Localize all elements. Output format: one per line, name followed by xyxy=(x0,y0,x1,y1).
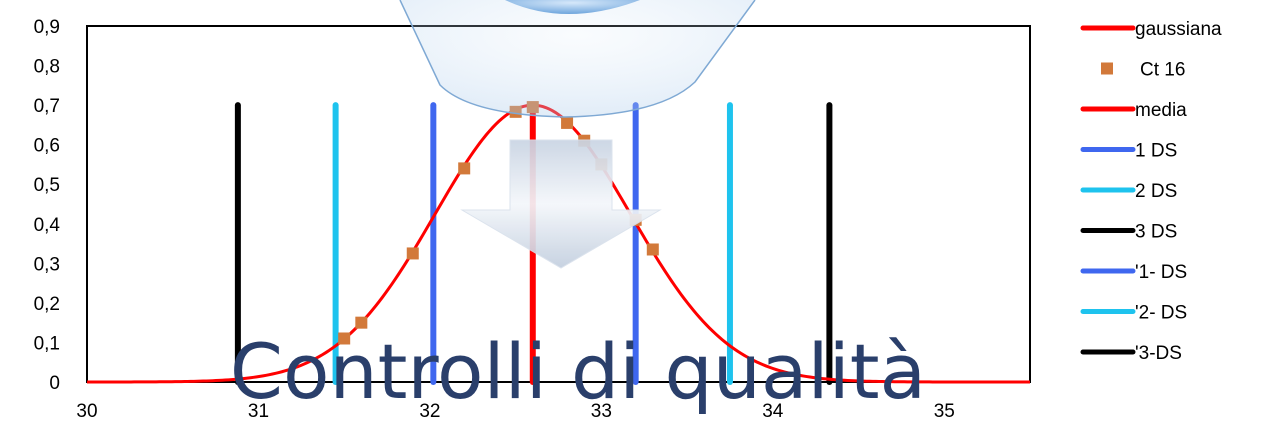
legend-label: '1- DS xyxy=(1135,262,1187,283)
legend-label: Ct 16 xyxy=(1140,60,1185,81)
y-tick-label: 0,9 xyxy=(34,17,60,38)
legend-label: '2- DS xyxy=(1135,303,1187,324)
x-tick-label: 33 xyxy=(591,401,612,422)
x-tick-label: 30 xyxy=(76,401,97,422)
x-tick-label: 31 xyxy=(248,401,269,422)
y-tick-label: 0,5 xyxy=(34,175,60,196)
legend-marker xyxy=(1101,62,1113,75)
x-tick-label: 32 xyxy=(419,401,440,422)
y-axis-ticks: 0 0,1 0,2 0,3 0,4 0,5 0,6 0,7 0,8 0,9 xyxy=(34,17,61,394)
y-tick-label: 0,3 xyxy=(34,254,60,275)
y-tick-label: 0,2 xyxy=(34,294,60,315)
legend-label: 2 DS xyxy=(1135,181,1177,202)
data-point xyxy=(458,162,471,175)
data-point xyxy=(338,332,351,345)
down-arrow-icon xyxy=(460,139,662,269)
y-tick-label: 0,6 xyxy=(34,136,60,157)
overlay-title: Controlli di qualità xyxy=(230,327,926,416)
lens-shape xyxy=(399,0,756,118)
y-tick-label: 0 xyxy=(49,373,60,394)
y-tick-label: 0,7 xyxy=(34,96,60,117)
data-point xyxy=(355,316,368,329)
y-tick-label: 0,8 xyxy=(34,57,60,78)
legend: gaussiana Ct 16 media 1 DS 2 DS 3 DS '1- DS '2-… xyxy=(1080,19,1222,364)
data-point xyxy=(561,116,574,129)
y-tick-label: 0,1 xyxy=(34,333,60,354)
legend-label: 3 DS xyxy=(1135,222,1177,243)
x-axis-ticks: 30 31 32 33 34 35 xyxy=(76,401,954,422)
x-tick-label: 34 xyxy=(762,401,784,422)
sd-lines xyxy=(234,102,833,385)
data-point xyxy=(406,247,419,260)
y-tick-label: 0,4 xyxy=(34,215,61,236)
x-tick-label: 35 xyxy=(934,401,955,422)
legend-label: media xyxy=(1135,100,1187,121)
legend-label: gaussiana xyxy=(1135,19,1222,40)
legend-label: 1 DS xyxy=(1135,141,1177,162)
data-point xyxy=(646,243,659,256)
legend-label: '3-DS xyxy=(1135,343,1182,364)
